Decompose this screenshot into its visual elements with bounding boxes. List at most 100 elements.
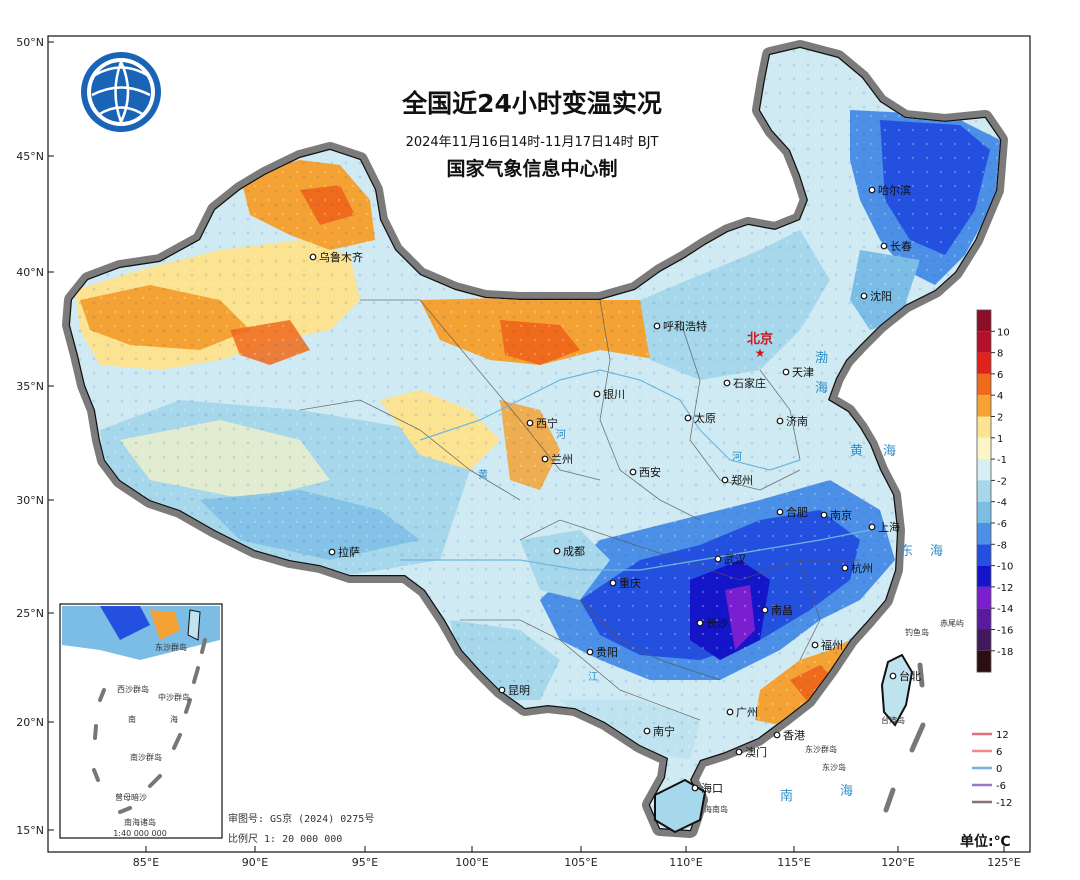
latitude-labels: 50°N 45°N 40°N 35°N 30°N 25°N 20°N 15°N: [16, 36, 54, 837]
latitude-label: 25°N: [16, 607, 44, 620]
legend-swatch: [977, 480, 991, 502]
city-label: 杭州: [851, 561, 873, 575]
scale-label: 比例尺 1: 20 000 000: [228, 832, 342, 845]
sea-label: 渤: [815, 350, 836, 366]
legend-swatch: [977, 501, 991, 523]
city-dot-icon: [541, 455, 549, 463]
city-dot-icon: [643, 727, 651, 735]
city-dot-icon: [721, 476, 729, 484]
sea-label: 海: [883, 444, 904, 459]
longitude-label: 110°E: [669, 856, 702, 869]
city-dot-icon: [691, 784, 699, 792]
legend-swatch: [977, 565, 991, 587]
inset-label: 中沙群岛: [158, 692, 190, 702]
city-label: 台北: [899, 669, 921, 683]
city-dot-icon: [889, 672, 897, 680]
city-dot-icon: [498, 686, 506, 694]
legend-label: -10: [997, 562, 1013, 573]
city-dot-icon: [684, 414, 692, 422]
city-label: 南宁: [653, 724, 675, 738]
city-dot-icon: [880, 242, 888, 250]
city-label: 海南岛: [704, 804, 728, 814]
river-label: 黄: [478, 468, 488, 481]
legend-swatch: [977, 544, 991, 566]
city-label: 合肥: [786, 505, 808, 519]
legend-label: -16: [997, 626, 1013, 637]
longitude-label: 105°E: [564, 856, 597, 869]
longitude-label: 100°E: [455, 856, 488, 869]
longitude-labels: 85°E 90°E 95°E 100°E 105°E 110°E 115°E 120°E 125…: [133, 846, 1021, 869]
city-label: 拉萨: [338, 545, 360, 559]
sea-label: 海: [840, 784, 861, 799]
longitude-label: 115°E: [777, 856, 810, 869]
legend-swatch: [977, 437, 991, 460]
city-dot-icon: [820, 511, 828, 519]
contour-label: 12: [996, 730, 1009, 741]
city-dot-icon: [735, 748, 743, 756]
legend-label: 4: [997, 391, 1003, 402]
city-label: 兰州: [551, 453, 573, 466]
city-label: 广州: [736, 706, 758, 719]
city-label: 乌鲁木齐: [319, 250, 363, 264]
legend-swatch: [977, 586, 991, 609]
city-dot-icon: [593, 390, 601, 398]
city-label: 重庆: [619, 576, 641, 590]
island-label: 东沙群岛: [805, 744, 837, 754]
legend-label: -12: [997, 583, 1013, 594]
city-label: 石家庄: [733, 376, 766, 390]
city-label: 昆明: [508, 684, 530, 697]
hainan-island: [654, 778, 707, 834]
legend-swatch: [977, 331, 991, 353]
latitude-label: 50°N: [16, 36, 44, 49]
inset-title: 南海诸岛: [124, 817, 156, 827]
city-dot-icon: [868, 186, 876, 194]
island-label: 钓鱼岛: [905, 627, 929, 637]
city-label: 哈尔滨: [878, 183, 911, 197]
cma-logo-icon: [81, 52, 161, 132]
city-dot-icon: [714, 555, 722, 563]
longitude-label: 85°E: [133, 856, 159, 869]
legend-swatch: [977, 650, 991, 673]
city-label: 台湾岛: [881, 715, 905, 725]
map-title: 全国近24小时变温实况: [401, 89, 662, 118]
longitude-label: 90°E: [242, 856, 268, 869]
longitude-label: 125°E: [987, 856, 1020, 869]
legend-swatch: [977, 523, 991, 545]
city-dot-icon: [868, 523, 876, 531]
inset-label: 南: [128, 714, 136, 724]
contour-label: 0: [996, 764, 1002, 775]
city-dot-icon: [526, 419, 534, 427]
city-label: 海口: [701, 781, 723, 795]
island-label: 东沙岛: [822, 762, 846, 772]
map-subtitle: 2024年11月16日14时-11月17日14时 BJT: [406, 135, 659, 150]
city-label: 银川: [603, 387, 625, 401]
city-dot-icon: [723, 379, 731, 387]
legend-label: -2: [997, 476, 1007, 487]
river-labels: 河黄 河江: [478, 429, 742, 683]
city-dot-icon: [841, 564, 849, 572]
legend-swatch: [977, 373, 991, 396]
city-dot-icon: [776, 417, 784, 425]
city-label: 上海: [878, 520, 900, 534]
city-label: 郑州: [731, 473, 753, 487]
city-label: 天津: [792, 366, 814, 379]
river-label: 江: [588, 671, 598, 683]
unit-label: 单位:℃: [960, 833, 1011, 850]
legend-label: -8: [997, 540, 1007, 551]
legend-label: 1: [997, 434, 1003, 445]
city-dot-icon: [586, 648, 594, 656]
city-dot-icon: [629, 468, 637, 476]
sea-label: 海: [815, 381, 836, 396]
city-label: 长沙: [706, 617, 728, 630]
city-label: 西宁: [536, 416, 558, 430]
city-dot-icon: [309, 253, 317, 261]
inset-label: 东沙群岛: [155, 642, 187, 652]
city-label: 南京: [830, 508, 852, 522]
inset-label: 西沙群岛: [117, 684, 149, 694]
city-dot-icon: [860, 292, 868, 300]
city-dot-icon: [811, 641, 819, 649]
map-producer: 国家气象信息中心制: [446, 157, 617, 180]
